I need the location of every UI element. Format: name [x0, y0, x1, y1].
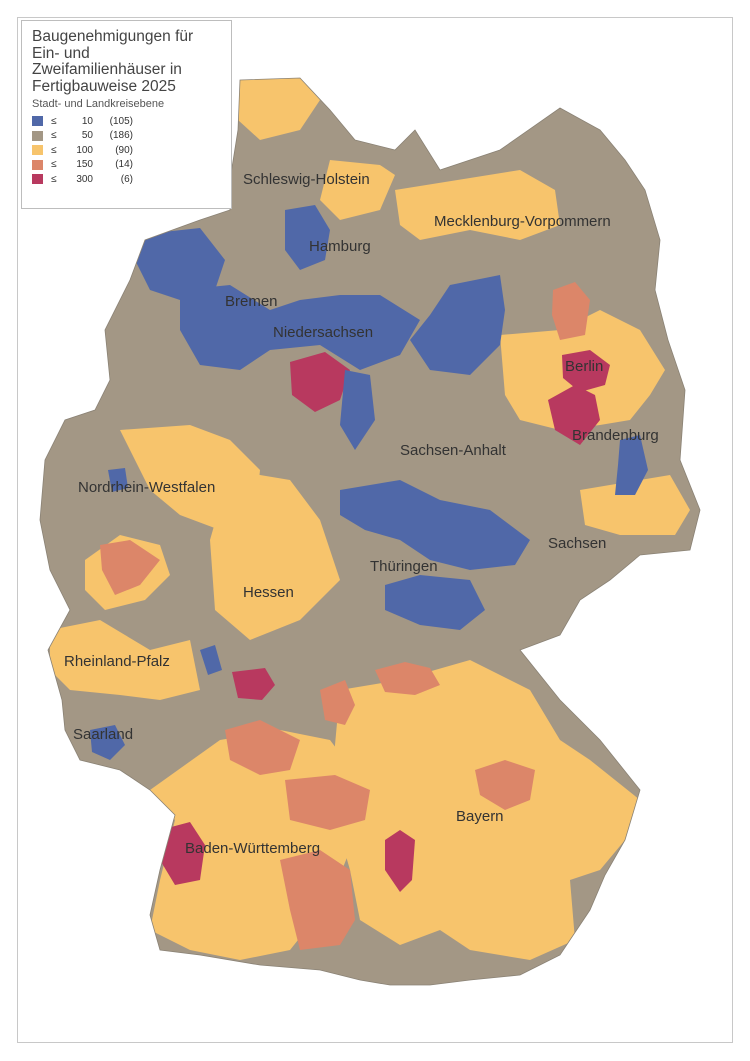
- legend-symbol: ≤: [51, 159, 57, 171]
- legend-count: (90): [115, 144, 133, 156]
- state-label-sachsen-anhalt: Sachsen-Anhalt: [400, 442, 507, 459]
- germany-outline: [39, 77, 701, 986]
- region-bb-south-le300: [548, 385, 600, 445]
- legend-swatch: [32, 145, 43, 156]
- state-label-nordrhein-westfalen: Nordrhein-Westfalen: [78, 479, 215, 496]
- state-label-sachsen: Sachsen: [548, 535, 606, 552]
- legend-threshold: 100: [76, 144, 93, 156]
- region-hamburg-le10: [285, 205, 330, 270]
- region-sh-west-le100: [238, 78, 320, 140]
- state-label-rheinland-pfalz: Rheinland-Pfalz: [64, 653, 170, 670]
- region-ns-coast-le10: [135, 228, 225, 300]
- region-thueringen-le10: [340, 480, 530, 570]
- region-hessen-le100: [210, 470, 340, 640]
- legend-threshold: 50: [81, 130, 93, 142]
- legend-row: ≤100 (90): [32, 143, 223, 158]
- state-label-brandenburg: Brandenburg: [572, 427, 659, 444]
- region-bw-south-le150: [280, 850, 355, 950]
- state-label-berlin: Berlin: [565, 358, 603, 375]
- region-by-north-le150: [375, 662, 440, 695]
- region-sh-east-le100: [320, 160, 395, 220]
- region-rp-le10: [200, 645, 222, 675]
- region-nrw-le10: [108, 468, 128, 492]
- legend-rows: ≤10 (105) ≤50 (186) ≤100 (90) ≤150 (14) ≤300 (6): [32, 114, 223, 187]
- state-label-baden-wuerttemberg: Baden-Württemberg: [185, 840, 320, 857]
- legend-swatch: [32, 130, 43, 141]
- legend-swatch: [32, 174, 43, 185]
- legend-row: ≤10 (105): [32, 114, 223, 129]
- coastline: [39, 77, 701, 986]
- region-sachsen-le10: [615, 435, 648, 495]
- legend-symbol: ≤: [51, 173, 57, 185]
- legend-symbol: ≤: [51, 130, 57, 142]
- region-by-south-le300: [385, 830, 415, 892]
- region-bw-sw-le300: [160, 822, 205, 885]
- state-labels: Schleswig-Holstein Mecklenburg-Vorpommer…: [64, 171, 659, 857]
- state-label-saarland: Saarland: [73, 726, 133, 743]
- state-label-hessen: Hessen: [243, 584, 294, 601]
- legend-count: (105): [109, 115, 133, 127]
- region-nrw-le150: [100, 540, 160, 595]
- legend-threshold: 10: [81, 115, 93, 127]
- state-label-bremen: Bremen: [225, 293, 278, 310]
- legend-count: (186): [109, 130, 133, 142]
- legend-swatch: [32, 116, 43, 127]
- region-by-west-le150: [320, 680, 355, 725]
- legend-count: (6): [120, 173, 133, 185]
- legend-row: ≤50 (186): [32, 129, 223, 144]
- state-label-mecklenburg-vorpommern: Mecklenburg-Vorpommern: [434, 213, 611, 230]
- legend-row: ≤150 (14): [32, 158, 223, 173]
- state-label-bayern: Bayern: [456, 808, 504, 825]
- region-bw-mid-le150: [285, 775, 370, 830]
- legend-symbol: ≤: [51, 144, 57, 156]
- state-label-niedersachsen: Niedersachsen: [273, 324, 373, 341]
- region-sn-east-le100: [580, 475, 690, 535]
- region-mv-west-le100: [395, 170, 560, 240]
- region-thueringen-south-le10: [385, 575, 485, 630]
- region-ns-mid-le10: [180, 285, 420, 370]
- region-saarland-le10: [90, 725, 125, 760]
- state-label-thueringen: Thüringen: [370, 558, 438, 575]
- region-by-le100: [330, 660, 640, 960]
- legend-row: ≤300 (6): [32, 172, 223, 187]
- region-ns-south-le10: [340, 370, 375, 450]
- legend-threshold: 150: [76, 159, 93, 171]
- legend-threshold: 300: [76, 173, 93, 185]
- region-rp-le300: [232, 668, 275, 700]
- region-by-east-le150: [475, 760, 535, 810]
- legend-swatch: [32, 159, 43, 170]
- legend-title: Baugenehmigungen für Ein- und Zweifamili…: [32, 28, 194, 95]
- region-berlin-le300: [562, 350, 610, 392]
- state-label-hamburg: Hamburg: [309, 238, 371, 255]
- region-ns-east-le10: [410, 275, 505, 375]
- region-bw-north-le150: [225, 720, 300, 775]
- region-rp-le100: [50, 620, 200, 700]
- state-label-schleswig-holstein: Schleswig-Holstein: [243, 171, 370, 188]
- legend-symbol: ≤: [51, 115, 57, 127]
- map-legend: Baugenehmigungen für Ein- und Zweifamili…: [21, 20, 232, 209]
- region-ns-le300: [290, 352, 350, 412]
- region-bb-north-le150: [552, 282, 590, 340]
- legend-subtitle: Stadt- und Landkreisebene: [32, 98, 165, 110]
- map-frame: [17, 17, 733, 1043]
- legend-count: (14): [115, 159, 133, 171]
